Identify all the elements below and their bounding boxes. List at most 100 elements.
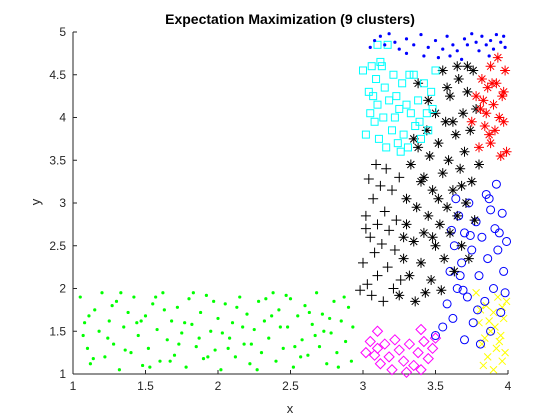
- data-point: [336, 365, 340, 369]
- data-point: [415, 117, 424, 126]
- data-point: [106, 336, 110, 340]
- data-point: [374, 358, 387, 370]
- data-point: [485, 138, 496, 149]
- data-point: [439, 253, 450, 264]
- data-point: [307, 310, 311, 315]
- data-point: [491, 323, 499, 331]
- data-point: [395, 274, 406, 285]
- data-point: [378, 296, 389, 307]
- data-point: [427, 185, 438, 196]
- data-point: [417, 134, 425, 143]
- series-8-square: [359, 40, 440, 156]
- data-point: [382, 262, 393, 273]
- data-point: [394, 290, 405, 301]
- data-point: [486, 326, 496, 336]
- data-point: [499, 266, 509, 276]
- chart-title: Expectation Maximization (9 clusters): [165, 11, 415, 27]
- data-point: [277, 308, 281, 312]
- data-point: [502, 34, 506, 38]
- data-point: [499, 40, 503, 44]
- data-point: [478, 95, 489, 106]
- data-point: [372, 75, 381, 84]
- data-point: [123, 348, 127, 352]
- data-point: [368, 193, 379, 204]
- data-point: [141, 363, 145, 368]
- data-point: [365, 232, 376, 243]
- data-point: [392, 92, 401, 101]
- data-point: [248, 362, 252, 366]
- data-point: [103, 355, 107, 359]
- data-point: [458, 108, 469, 119]
- data-point: [483, 254, 493, 264]
- x-axis-label: x: [287, 401, 294, 416]
- data-point: [91, 357, 95, 361]
- data-point: [262, 319, 266, 323]
- y-tick-label: 1.5: [49, 324, 66, 338]
- data-point: [434, 219, 445, 230]
- data-point: [286, 325, 290, 329]
- data-point: [492, 344, 501, 353]
- data-point: [274, 359, 278, 363]
- series-4-circle: [431, 179, 512, 349]
- data-point: [100, 291, 104, 295]
- data-point: [489, 308, 498, 317]
- data-point: [485, 317, 494, 325]
- data-point: [451, 43, 455, 47]
- data-point: [411, 122, 420, 131]
- data-point: [126, 310, 130, 315]
- data-point: [162, 308, 166, 312]
- data-point: [396, 147, 405, 156]
- y-tick-label: 2: [59, 282, 66, 296]
- data-point: [401, 193, 412, 204]
- data-point: [197, 336, 201, 340]
- data-point: [500, 65, 511, 76]
- data-point: [410, 296, 421, 307]
- data-point: [498, 86, 509, 97]
- data-point: [206, 355, 210, 359]
- data-point: [494, 112, 505, 123]
- data-point: [426, 342, 439, 355]
- data-point: [112, 342, 116, 346]
- data-point: [376, 57, 385, 66]
- data-point: [411, 202, 422, 213]
- data-point: [482, 82, 493, 93]
- data-point: [429, 332, 442, 344]
- data-point: [497, 208, 507, 218]
- data-point: [158, 359, 162, 363]
- data-point: [233, 355, 237, 359]
- axes: 1 1.5 2 2.5 3 3.5 4 1 1.5 2 2.5 3 3.5 4 4.5 5: [49, 25, 511, 393]
- data-point: [458, 285, 468, 295]
- data-point: [484, 129, 495, 140]
- data-point: [480, 34, 484, 38]
- data-point: [412, 43, 416, 47]
- data-point: [496, 307, 506, 317]
- data-point: [484, 43, 488, 47]
- data-point: [438, 322, 448, 332]
- data-point: [437, 65, 448, 76]
- data-point: [78, 295, 82, 299]
- data-point: [175, 305, 179, 309]
- data-point: [315, 291, 319, 295]
- data-point: [456, 180, 467, 191]
- data-point: [346, 305, 351, 309]
- data-point: [332, 299, 336, 303]
- data-point: [300, 338, 304, 342]
- y-tick-label: 4: [59, 111, 66, 125]
- data-point: [470, 32, 474, 36]
- data-point: [462, 37, 467, 41]
- data-point: [452, 284, 462, 293]
- data-point: [497, 91, 508, 102]
- data-point: [370, 117, 379, 126]
- data-point: [385, 96, 394, 105]
- x-tick-label: 3: [360, 379, 367, 393]
- data-point: [190, 322, 194, 327]
- data-point: [455, 49, 459, 53]
- data-point: [342, 295, 346, 299]
- data-point: [436, 285, 447, 296]
- data-point: [183, 321, 187, 325]
- data-point: [479, 361, 488, 370]
- data-point: [489, 38, 493, 43]
- data-point: [226, 346, 230, 350]
- data-point: [220, 331, 224, 335]
